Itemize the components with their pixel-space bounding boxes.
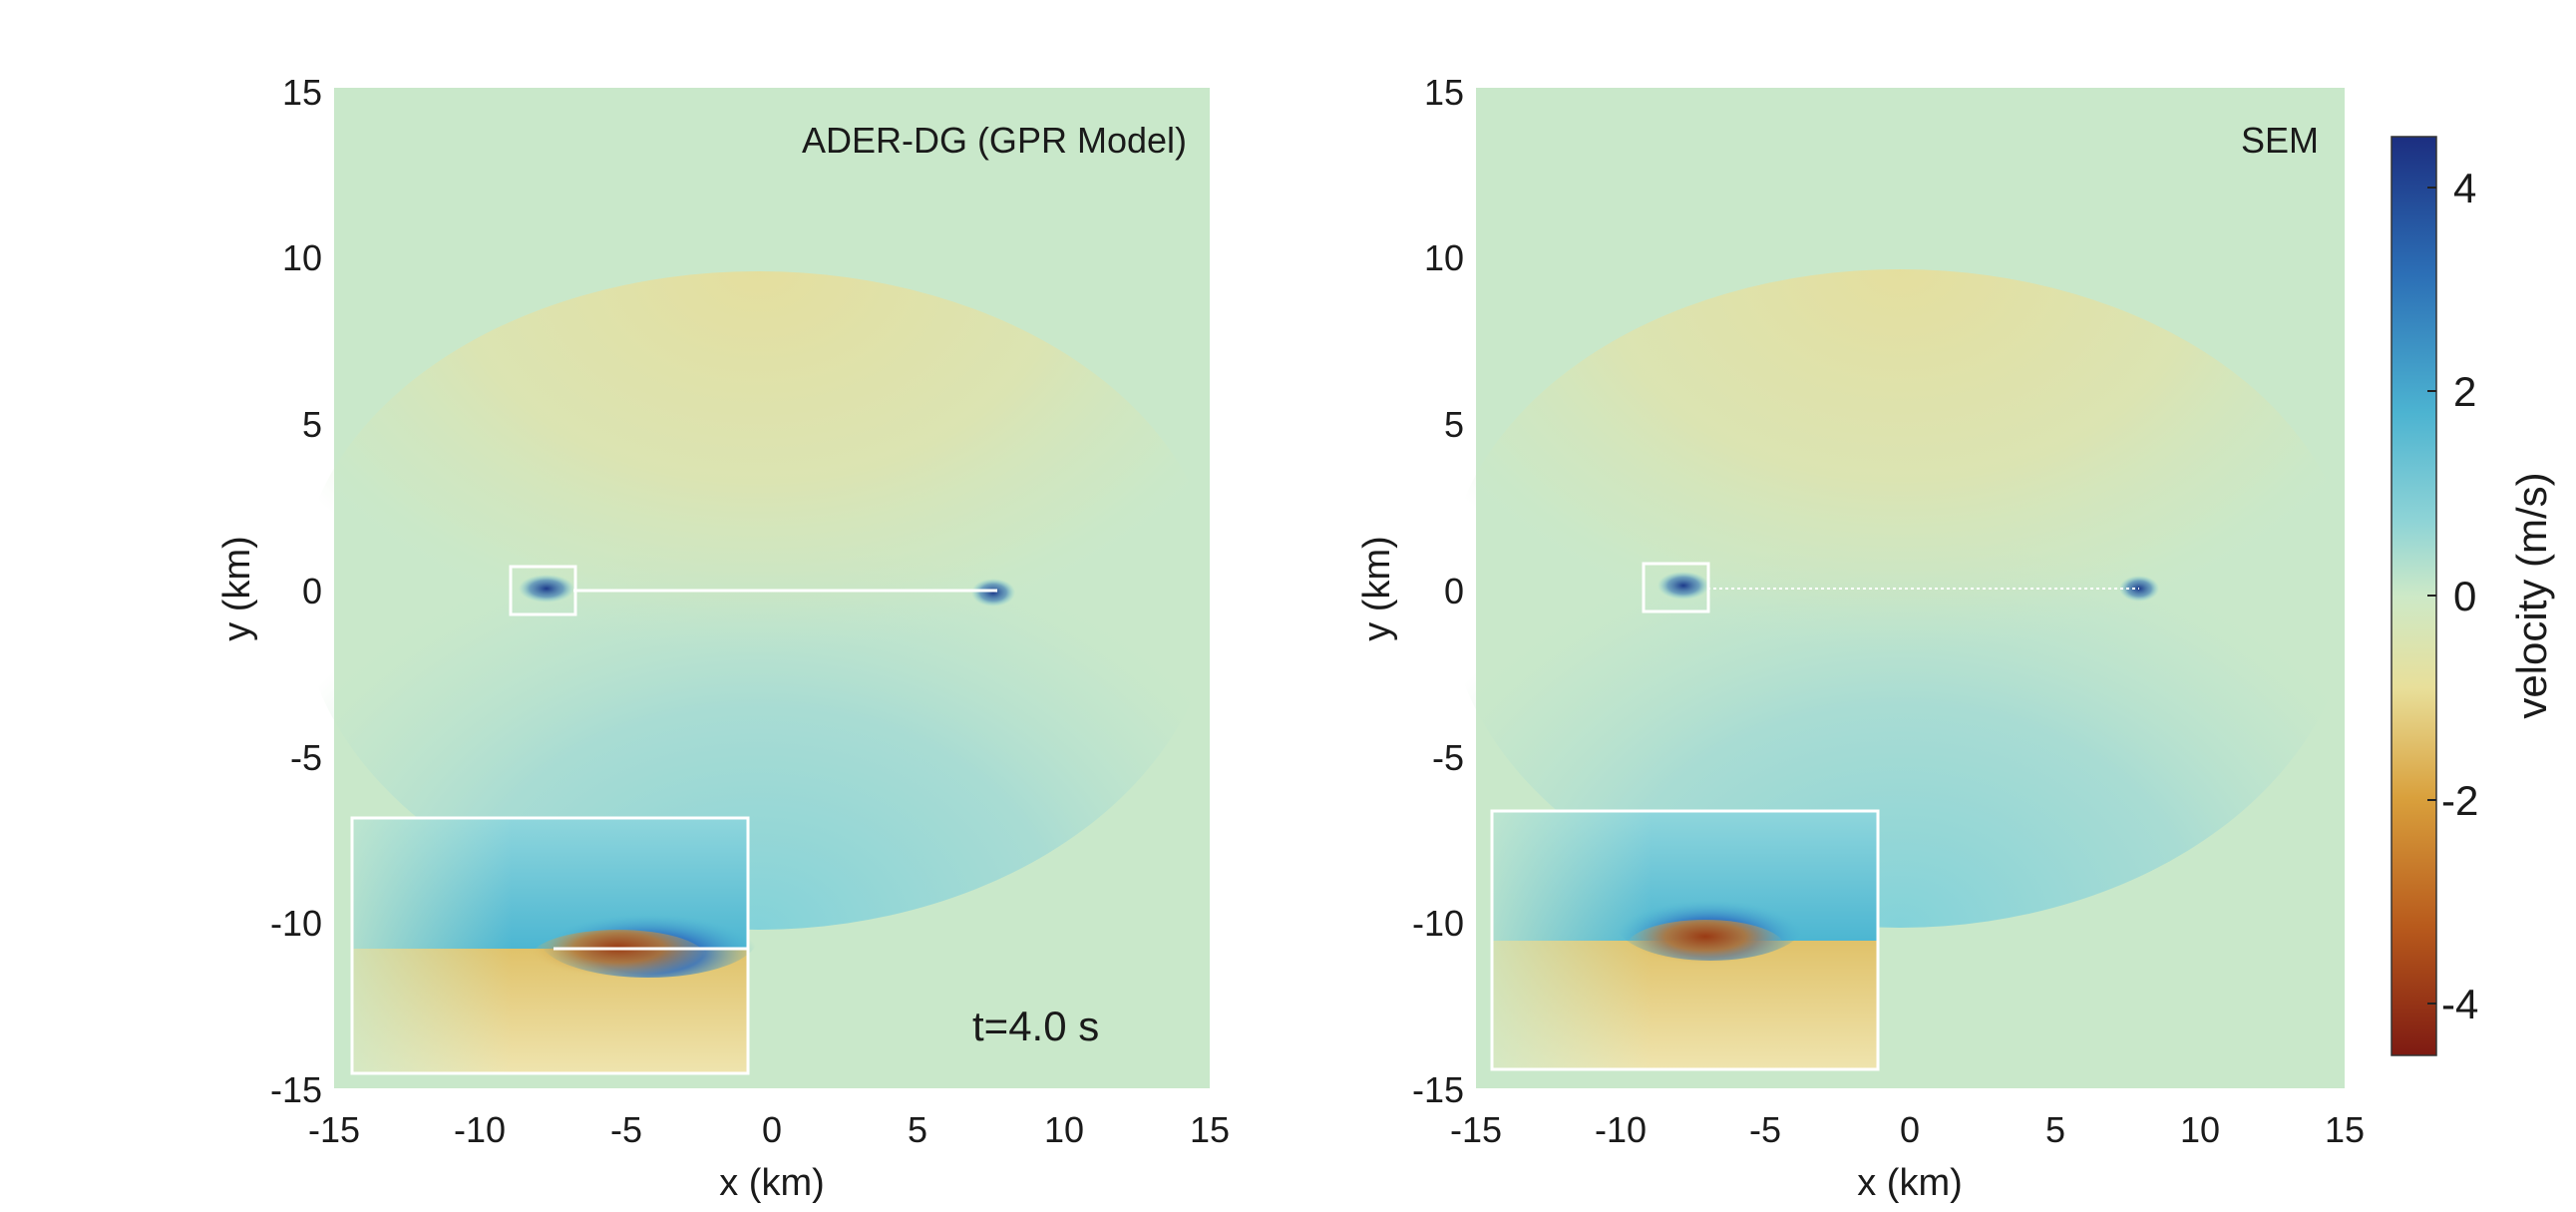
panel-1-title: ADER-DG (GPR Model): [802, 120, 1187, 161]
colorbar-ticks: [2427, 187, 2436, 1005]
panel-2-xtick: -5: [1749, 1109, 1781, 1150]
panel-1-xtick: 15: [1190, 1109, 1230, 1150]
panel-1-y-axis-label: y (km): [216, 536, 258, 641]
panel-2-y-axis-label: y (km): [1356, 536, 1398, 641]
panel-1-ytick: -15: [270, 1069, 322, 1110]
panel-1-xtick: 10: [1044, 1109, 1084, 1150]
panel-1-xtick: 5: [908, 1109, 927, 1150]
panel-2-x-ticks: -15 -10 -5 0 5 10 15: [1450, 1109, 2365, 1150]
colorbar-tick-label: 4: [2453, 165, 2476, 211]
colorbar-label: velocity (m/s): [2508, 472, 2555, 718]
panel-2-inset: [1490, 809, 1880, 1071]
panel-1-right-tip-spot: [971, 579, 1015, 606]
panel-2-left-tip-spot: [1657, 572, 1709, 600]
panel-2-xtick: -10: [1595, 1109, 1647, 1150]
panel-2-ytick: 0: [1444, 571, 1464, 611]
panel-1-x-ticks: -15 -10 -5 0 5 10 15: [308, 1109, 1230, 1150]
panel-1-ytick: -10: [270, 903, 322, 944]
panel-sem: SEM 15 10 5 0 -5 -10 -15 -15 -10 -5 0 5 …: [1356, 72, 2365, 1204]
panel-1-ytick: 15: [282, 72, 322, 113]
panel-1-xtick: -10: [454, 1109, 506, 1150]
panel-2-xtick: 0: [1900, 1109, 1920, 1150]
panel-1-ytick: 5: [302, 404, 322, 445]
panel-2-ytick: 10: [1424, 237, 1464, 278]
panel-2-ytick: -15: [1412, 1069, 1464, 1110]
panel-2-ytick: -10: [1412, 903, 1464, 944]
panel-2-title: SEM: [2241, 120, 2319, 161]
panel-1-ytick: 0: [302, 571, 322, 611]
colorbar-tick-label: 0: [2453, 573, 2476, 619]
panel-1-ytick: 10: [282, 237, 322, 278]
panel-1-x-axis-label: x (km): [719, 1162, 825, 1204]
panel-1-xtick: 0: [762, 1109, 782, 1150]
panel-1-zoom-box: [509, 565, 577, 616]
panel-ader-dg: ADER-DG (GPR Model) t=4.0 s 15 10 5 0 -5…: [216, 72, 1230, 1204]
colorbar-tick-label: 2: [2453, 368, 2476, 415]
panel-2-xtick: -15: [1450, 1109, 1502, 1150]
panel-2-xtick: 10: [2180, 1109, 2220, 1150]
panel-1-y-ticks: 15 10 5 0 -5 -10 -15: [270, 72, 322, 1110]
panel-2-ytick: -5: [1432, 737, 1464, 778]
panel-2-xtick: 5: [2045, 1109, 2065, 1150]
colorbar-tick-label: -4: [2441, 981, 2478, 1027]
panel-1-inset: [350, 816, 758, 1075]
panel-2-xtick: 15: [2325, 1109, 2365, 1150]
panel-2-y-ticks: 15 10 5 0 -5 -10 -15: [1412, 72, 1464, 1110]
panel-2-x-axis-label: x (km): [1857, 1162, 1963, 1204]
panel-1-left-tip-spot: [519, 575, 574, 603]
panel-1-time-annotation: t=4.0 s: [972, 1003, 1099, 1049]
panel-1-xtick: -5: [610, 1109, 642, 1150]
colorbar-tick-label: -2: [2441, 777, 2478, 824]
panel-2-zoom-box: [1642, 562, 1710, 613]
panel-2-ytick: 15: [1424, 72, 1464, 113]
panel-2-ytick: 5: [1444, 404, 1464, 445]
panel-1-xtick: -15: [308, 1109, 360, 1150]
panel-1-ytick: -5: [290, 737, 322, 778]
colorbar: 4 2 0 -2 -4 velocity (m/s): [2391, 136, 2555, 1056]
